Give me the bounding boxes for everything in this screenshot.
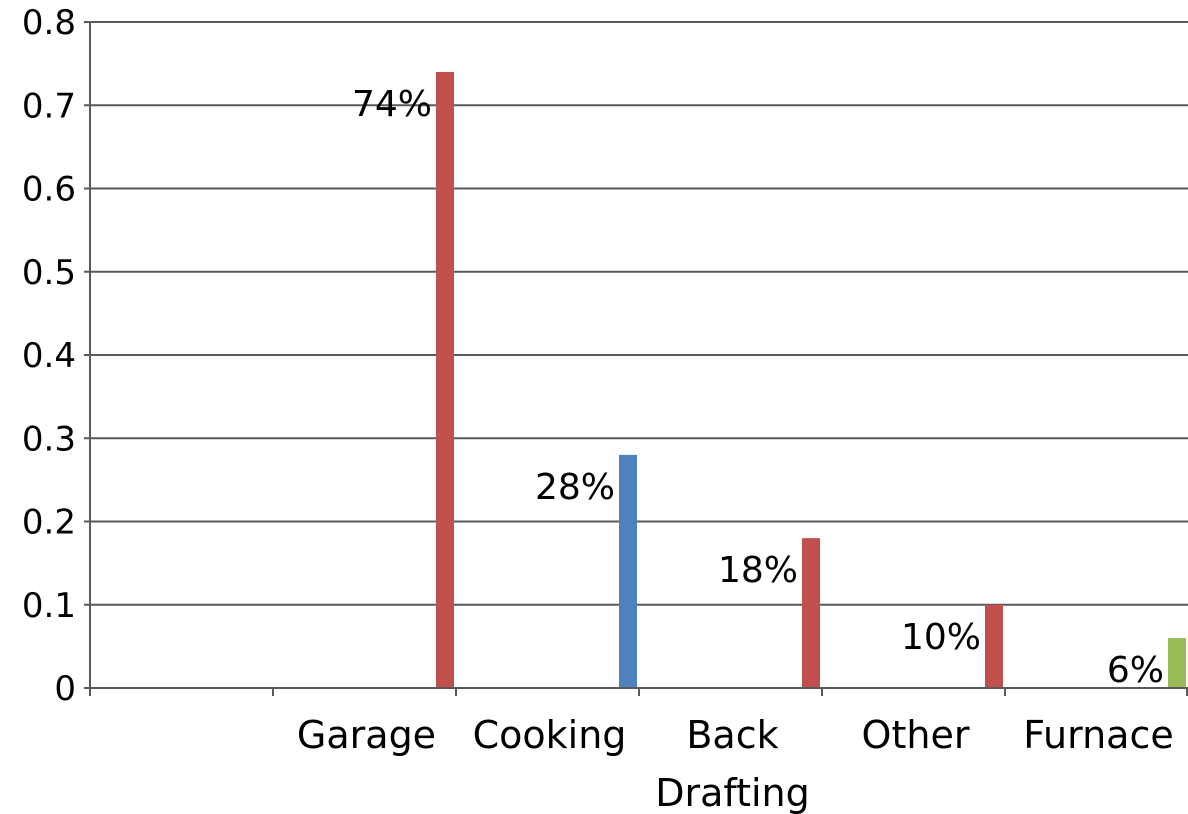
y-tick-label: 0.1	[22, 586, 76, 626]
bar-other	[985, 604, 1003, 688]
data-label: 6%	[1107, 650, 1164, 691]
data-label: 28%	[535, 467, 615, 508]
axes	[84, 21, 1188, 696]
x-tick-label: Other	[862, 713, 970, 757]
x-tick-label: Cooking	[473, 713, 627, 757]
gridlines	[90, 21, 1188, 606]
data-labels: 74% 28% 18% 10% 6%	[352, 84, 1164, 691]
data-label: 10%	[901, 617, 981, 658]
data-label: 74%	[352, 84, 432, 125]
x-tick-label: Back Drafting	[655, 713, 810, 814]
bar-back-drafting	[802, 538, 820, 688]
x-tick-label: Furnace	[1023, 713, 1173, 757]
bar-garage	[436, 71, 454, 688]
y-axis-tick-labels: 0 0.1 0.2 0.3 0.4 0.5 0.6 0.7 0.8	[22, 3, 76, 709]
bars	[436, 71, 1186, 688]
y-tick-label: 0.3	[22, 419, 76, 459]
x-tick-label: Garage	[297, 713, 436, 757]
data-label: 18%	[718, 550, 798, 591]
y-tick-label: 0.2	[22, 503, 76, 543]
x-tick-label-line: Drafting	[655, 771, 810, 814]
y-tick-label: 0.7	[22, 86, 76, 126]
y-tick-label: 0	[54, 669, 76, 709]
y-tick-label: 0.6	[22, 170, 76, 210]
x-axis-tick-labels: Garage Cooking Back Drafting Other Furnace	[297, 713, 1174, 814]
x-tick-label-line: Back	[686, 713, 778, 757]
y-tick-label: 0.8	[22, 3, 76, 43]
bar-cooking	[619, 454, 637, 688]
y-tick-label: 0.4	[22, 336, 76, 376]
bar-furnace	[1168, 638, 1186, 688]
y-tick-label: 0.5	[22, 253, 76, 293]
